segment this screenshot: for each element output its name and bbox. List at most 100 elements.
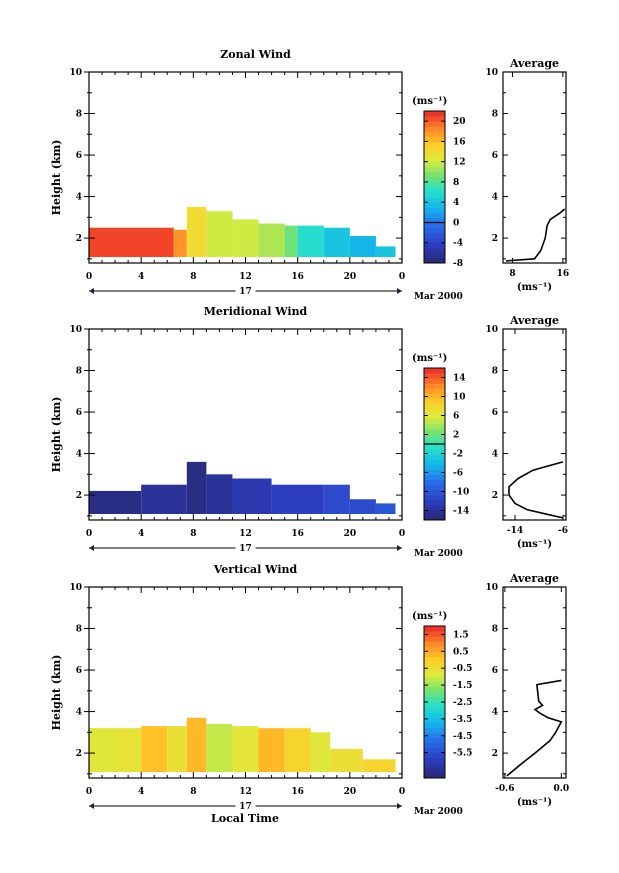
average-profile-line: [508, 461, 564, 519]
average-y-tick-label: 2: [492, 491, 498, 501]
colorbar-tick-label: 10: [453, 393, 466, 403]
day-line-arrow-right: [397, 288, 402, 294]
colorbar-segment: [424, 681, 445, 688]
heatmap-cell: [232, 726, 259, 772]
heatmap-cell: [375, 246, 396, 257]
average-y-tick-label: 8: [492, 110, 498, 120]
wind-panel: Meridional Wind 2 4 6 8 10 0 4 8 12 16 20 0 Height (k…: [50, 305, 568, 559]
average-x-tick-label: 0.0: [553, 784, 569, 794]
colorbar-segment: [424, 691, 445, 698]
colorbar-segment: [424, 656, 445, 662]
day-label: 17: [239, 287, 252, 297]
average-frame: [502, 71, 567, 264]
colorbar-segment: [424, 146, 445, 153]
colorbar-segment: [424, 413, 445, 420]
colorbar-segment: [424, 388, 445, 394]
colorbar-segment: [424, 454, 445, 460]
average-frame: [502, 328, 567, 521]
x-axis-label: Local Time: [211, 812, 279, 825]
colorbar-tick-label: -3.5: [453, 715, 472, 725]
y-tick-label: 2: [76, 749, 82, 759]
colorbar-segment: [424, 479, 445, 486]
x-tick-label: 8: [190, 272, 196, 282]
colorbar-segment: [424, 742, 445, 749]
date-label: Mar 2000: [414, 292, 463, 302]
colorbar-segment: [424, 192, 445, 198]
day-line-arrow-left: [89, 288, 94, 294]
colorbar-segment: [424, 646, 445, 652]
colorbar-segment: [424, 737, 445, 744]
y-tick-label: 8: [76, 367, 82, 377]
heatmap-cell: [310, 732, 331, 772]
colorbar-segment: [424, 499, 445, 506]
x-tick-label: 0: [399, 787, 405, 797]
y-tick-label: 10: [69, 68, 82, 78]
colorbar-segment: [424, 433, 445, 440]
day-label-bg: [235, 284, 256, 296]
heatmap-cell: [297, 225, 324, 257]
y-tick-label: 8: [76, 110, 82, 120]
x-tick-label: 16: [291, 529, 304, 539]
colorbar-segment: [424, 116, 445, 122]
colorbar-tick-label: -14: [453, 507, 469, 517]
x-tick-label: 8: [190, 529, 196, 539]
colorbar-tick-label: 0: [453, 218, 459, 228]
colorbar-segment: [424, 666, 445, 673]
colorbar-segment: [424, 242, 445, 249]
y-tick-label: 2: [76, 234, 82, 244]
heatmap-cell: [258, 223, 285, 257]
colorbar-segment: [424, 717, 445, 723]
average-y-tick-label: 10: [485, 583, 498, 593]
average-y-tick-label: 4: [492, 450, 498, 460]
y-tick-label: 6: [76, 408, 82, 418]
heatmap-cell: [167, 726, 187, 772]
x-tick-label: 12: [239, 529, 252, 539]
colorbar-segment: [424, 393, 445, 399]
average-x-tick-label: -6: [558, 526, 568, 536]
colorbar-segment: [424, 504, 445, 511]
wind-panel: Vertical Wind 2 4 6 8 10 0 4 8 12 16 20 0 Height (km)…: [50, 563, 569, 817]
colorbar-segment: [424, 438, 445, 445]
heatmap-cell: [375, 503, 396, 514]
colorbar-segment: [424, 762, 445, 769]
colorbar-segment: [424, 207, 445, 213]
colorbar-segment: [424, 151, 445, 158]
x-tick-label: 4: [138, 787, 144, 797]
heatmap-cell: [232, 478, 272, 514]
colorbar-segment: [424, 181, 445, 188]
colorbar-segment: [424, 166, 445, 173]
colorbar-segment: [424, 757, 445, 764]
average-y-tick-label: 4: [492, 193, 498, 203]
colorbar-segment: [424, 661, 445, 668]
colorbar-unit: (ms⁻¹): [412, 353, 447, 364]
colorbar-segment: [424, 227, 445, 234]
colorbar-segment: [424, 156, 445, 163]
colorbar-segment: [424, 121, 445, 127]
average-y-tick-label: 6: [492, 151, 498, 161]
colorbar-segment: [424, 626, 445, 632]
colorbar-segment: [424, 651, 445, 657]
x-tick-label: 20: [344, 529, 357, 539]
colorbar-tick-label: -4.5: [453, 732, 472, 742]
colorbar-segment: [424, 378, 445, 384]
colorbar-segment: [424, 176, 445, 183]
colorbar-segment: [424, 696, 445, 703]
heatmap-cell: [330, 748, 363, 772]
colorbar-segment: [424, 686, 445, 693]
x-tick-label: 0: [399, 272, 405, 282]
day-label-bg: [235, 541, 256, 553]
colorbar-segment: [424, 772, 445, 779]
day-line-arrow-left: [89, 803, 94, 809]
colorbar-segment: [424, 509, 445, 516]
colorbar-segment: [424, 676, 445, 683]
colorbar-tick-label: 8: [453, 178, 459, 188]
colorbar-segment: [424, 727, 445, 733]
colorbar-tick-label: 1.5: [453, 630, 469, 640]
colorbar-unit: (ms⁻¹): [412, 96, 447, 107]
colorbar-segment: [424, 747, 445, 754]
heatmap-cell: [206, 474, 233, 514]
colorbar-segment: [424, 636, 445, 642]
panel-title: Meridional Wind: [204, 305, 308, 318]
colorbar-segment: [424, 671, 445, 678]
